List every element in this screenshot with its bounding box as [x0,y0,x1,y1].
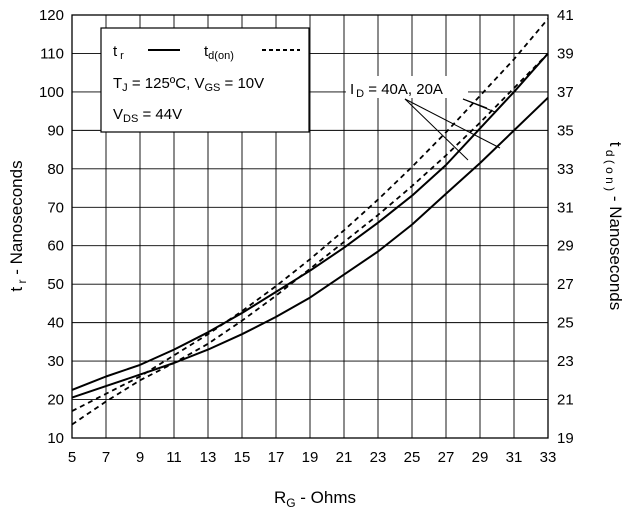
legend-box [100,27,310,133]
x-tick-label: 33 [540,449,557,466]
x-tick-label: 23 [370,449,387,466]
y-right-tick-label: 23 [557,353,574,370]
y-right-tick-label: 41 [557,7,574,24]
y-left-tick-label: 100 [39,84,64,101]
annotation-background [346,76,468,98]
x-tick-label: 17 [268,449,285,466]
left-axis-ticks: 10 20 30 40 50 60 70 80 90 100 110 120 [39,7,64,447]
x-tick-label: 19 [302,449,319,466]
x-axis-ticks: 5 7 9 11 13 15 17 19 21 23 25 27 29 31 33 [68,449,557,466]
legend-conditions-2: VDS = 44V [113,106,182,125]
x-tick-label: 9 [136,449,144,466]
series-line-tr [71,96,549,399]
y-left-tick-label: 60 [47,238,64,255]
y-right-tick-label: 37 [557,84,574,101]
y-right-tick-label: 31 [557,199,574,216]
x-tick-label: 11 [166,449,182,466]
y-left-tick-label: 10 [47,430,64,447]
y-left-tick-label: 110 [40,45,64,62]
y-right-tick-label: 21 [557,392,574,409]
y-axis-left-title: t r - Nanoseconds [7,160,29,291]
annotation-pointer [462,98,496,113]
y-right-tick-label: 29 [557,238,574,255]
x-tick-label: 21 [336,449,353,466]
series-layer [71,18,549,426]
y-axis-right-title: t d ( o n ) - Nanoseconds [603,142,625,311]
y-left-tick-label: 20 [47,392,64,409]
y-left-tick-label: 70 [47,199,64,216]
y-left-tick-label: 120 [39,7,64,24]
y-left-tick-label: 90 [47,122,64,139]
plot-frame [71,14,549,439]
x-tick-label: 29 [472,449,489,466]
x-tick-label: 15 [234,449,251,466]
y-right-tick-label: 19 [557,430,574,447]
legend-tdon-label: td(on) [204,43,234,62]
series-line-tr [71,52,549,391]
x-tick-label: 7 [102,449,110,466]
x-tick-label: 5 [68,449,76,466]
x-tick-label: 31 [506,449,523,466]
series-line-tdon [71,18,549,412]
annotation-pointer [404,98,501,149]
legend-conditions-1: TJ = 125ºC, VGS = 10V [113,75,264,94]
right-axis-ticks: 19 21 23 25 27 29 31 33 35 37 39 41 [557,7,574,447]
y-right-tick-label: 25 [557,315,574,332]
y-left-tick-label: 50 [47,276,64,293]
annotation-pointer [404,98,469,161]
y-right-tick-label: 33 [557,161,574,178]
series-line-tdon [71,52,549,426]
x-axis-title: RG - Ohms [274,488,356,510]
x-tick-label: 25 [404,449,421,466]
x-tick-label: 13 [200,449,217,466]
y-left-tick-label: 40 [47,315,64,332]
y-left-tick-label: 30 [47,353,64,370]
y-left-tick-label: 80 [47,161,64,178]
y-right-tick-label: 27 [557,276,574,293]
y-right-tick-label: 35 [557,122,574,139]
y-right-tick-label: 39 [557,45,574,62]
x-tick-label: 27 [438,449,455,466]
